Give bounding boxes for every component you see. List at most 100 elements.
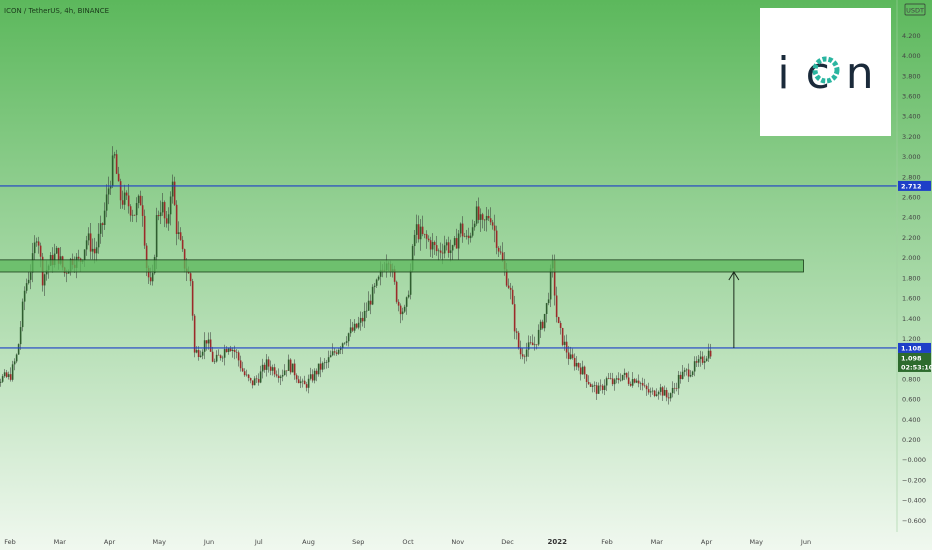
resistance-zone[interactable] [0, 259, 804, 273]
candle-body [357, 322, 360, 328]
y-tick-label: 2.200 [902, 234, 921, 242]
candle-body [579, 367, 582, 375]
candle-body [699, 356, 702, 360]
candle-body [465, 235, 468, 237]
candle-body [25, 283, 28, 291]
candle-body [569, 354, 572, 359]
candle-body [619, 379, 622, 381]
candle-body [481, 214, 484, 220]
x-tick-label: Jun [203, 538, 214, 546]
candle-body [263, 364, 266, 370]
candle-body [547, 299, 550, 304]
candle-body [227, 348, 230, 353]
candle-body [163, 202, 166, 219]
candle-body [333, 351, 336, 353]
candle-body [313, 370, 316, 381]
candle-body [235, 351, 238, 353]
candle-body [159, 212, 162, 217]
candle-body [525, 349, 528, 357]
candle-body [559, 322, 562, 328]
candle-body [267, 359, 270, 367]
price-tag-label: 02:53:10 [901, 363, 932, 371]
candle-body [121, 200, 124, 205]
candle-body [643, 385, 646, 387]
y-tick-label: 1.800 [902, 274, 921, 282]
candle-body [505, 269, 508, 286]
candle-body [207, 339, 210, 344]
candle-body [43, 274, 46, 286]
candle-body [611, 378, 614, 385]
candle-body [369, 300, 372, 305]
candle-body [253, 378, 256, 386]
candle-body [155, 215, 158, 258]
candle-body [17, 344, 20, 355]
candle-body [685, 369, 688, 371]
x-tick-label: Feb [601, 538, 613, 546]
candle-body [441, 252, 444, 254]
candle-body [241, 368, 244, 372]
logo-text: i c n [777, 48, 874, 99]
candle-body [137, 195, 140, 204]
candle-body [645, 385, 648, 390]
y-tick-label: 2.000 [902, 254, 921, 262]
candle-body [143, 215, 146, 246]
candle-body [209, 339, 212, 352]
candle-body [437, 250, 440, 252]
candle-body [613, 379, 616, 385]
candle-body [489, 218, 492, 223]
candle-body [173, 181, 176, 205]
x-axis[interactable]: Feb Mar Apr May Jun Jul Aug Sep Oct Nov Dec 2022 Feb… [4, 538, 811, 546]
candle-body [663, 389, 666, 396]
candle-body [19, 327, 22, 345]
candle-body [605, 378, 608, 386]
candle-body [499, 251, 502, 253]
candle-body [477, 206, 480, 220]
candle-body [593, 385, 596, 386]
candle-body [191, 281, 194, 316]
candle-body [375, 279, 378, 286]
y-tick-label: 3.400 [902, 113, 921, 121]
zone-layer [0, 259, 804, 273]
candle-body [701, 356, 704, 363]
logo-dot-icon [812, 56, 840, 84]
candle-body [373, 285, 376, 287]
candle-body [91, 248, 94, 252]
candle-body [623, 372, 626, 375]
candle-body [309, 374, 312, 379]
candle-body [463, 236, 466, 237]
candle-body [467, 235, 470, 239]
candle-body [305, 384, 308, 388]
candle-body [261, 364, 264, 372]
candle-body [257, 379, 260, 383]
candle-body [449, 250, 452, 253]
candle-body [395, 281, 398, 302]
candle-body [335, 352, 338, 354]
candle-body [639, 383, 642, 384]
candle-body [641, 383, 644, 386]
candle-body [205, 340, 208, 344]
y-tick-label: 1.200 [902, 335, 921, 343]
candle-body [169, 196, 172, 215]
candle-body [251, 380, 254, 386]
candle-body [199, 355, 202, 357]
candle-body [271, 367, 274, 371]
candle-body [225, 349, 228, 353]
candle-body [475, 206, 478, 224]
candle-body [283, 370, 286, 375]
levels-layer [0, 185, 897, 349]
candle-body [301, 380, 304, 382]
currency-badge[interactable]: USDT [904, 3, 926, 16]
candle-body [133, 214, 136, 216]
candle-body [0, 381, 2, 383]
y-tick-label: 3.000 [902, 153, 921, 161]
candle-body [297, 379, 300, 384]
candle-body [497, 247, 500, 252]
candle-body [537, 329, 540, 345]
candle-body [399, 305, 402, 315]
candle-body [325, 362, 328, 363]
price-tag [898, 180, 931, 191]
candle-body [553, 260, 556, 296]
candle-body [13, 361, 16, 365]
